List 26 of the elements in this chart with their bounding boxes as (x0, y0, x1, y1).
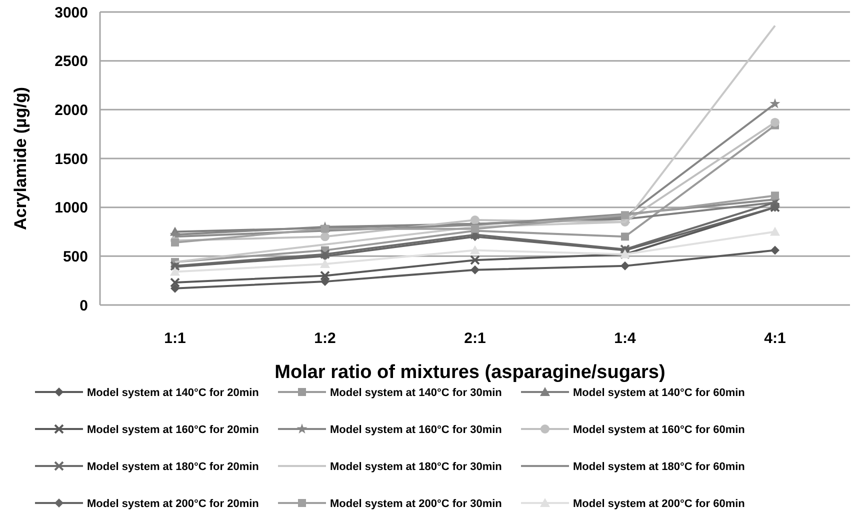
y-tick-label: 1500 (54, 150, 88, 168)
y-axis-title: Acrylamide (µg/g) (11, 87, 30, 230)
legend-label: Model system at 200°C for 60min (573, 498, 746, 510)
x-axis-title: Molar ratio of mixtures (asparagine/sugars) (274, 362, 666, 383)
y-tick-label: 1000 (54, 200, 88, 217)
x-tick-label: 4:1 (764, 330, 786, 347)
y-tick-label: 2500 (54, 53, 88, 70)
y-tick-label: 2000 (54, 102, 88, 119)
legend-label: Model system at 140°C for 20min (87, 386, 260, 399)
legend-label: Model system at 140°C for 30min (330, 386, 502, 399)
legend-label: Model system at 200°C for 20min (87, 498, 260, 510)
legend-label: Model system at 180°C for 20min (87, 460, 260, 473)
legend-label: Model system at 160°C for 60min (573, 424, 746, 436)
legend-label: Model system at 140°C for 60min (573, 386, 746, 399)
legend-label: Model system at 160°C for 20min (87, 424, 260, 436)
x-tick-label: 1:2 (314, 330, 336, 347)
legend-label: Model system at 180°C for 30min (330, 460, 502, 473)
x-tick-label: 2:1 (464, 330, 486, 347)
x-tick-label: 1:1 (164, 330, 186, 347)
legend-label: Model system at 200°C for 30min (330, 498, 502, 510)
y-tick-label: 500 (62, 248, 88, 266)
x-tick-label: 1:4 (614, 330, 636, 347)
y-tick-label: 3000 (54, 4, 88, 22)
y-tick-label: 0 (80, 297, 88, 314)
legend-label: Model system at 160°C for 30min (330, 424, 502, 436)
legend-label: Model system at 180°C for 60min (573, 460, 746, 473)
